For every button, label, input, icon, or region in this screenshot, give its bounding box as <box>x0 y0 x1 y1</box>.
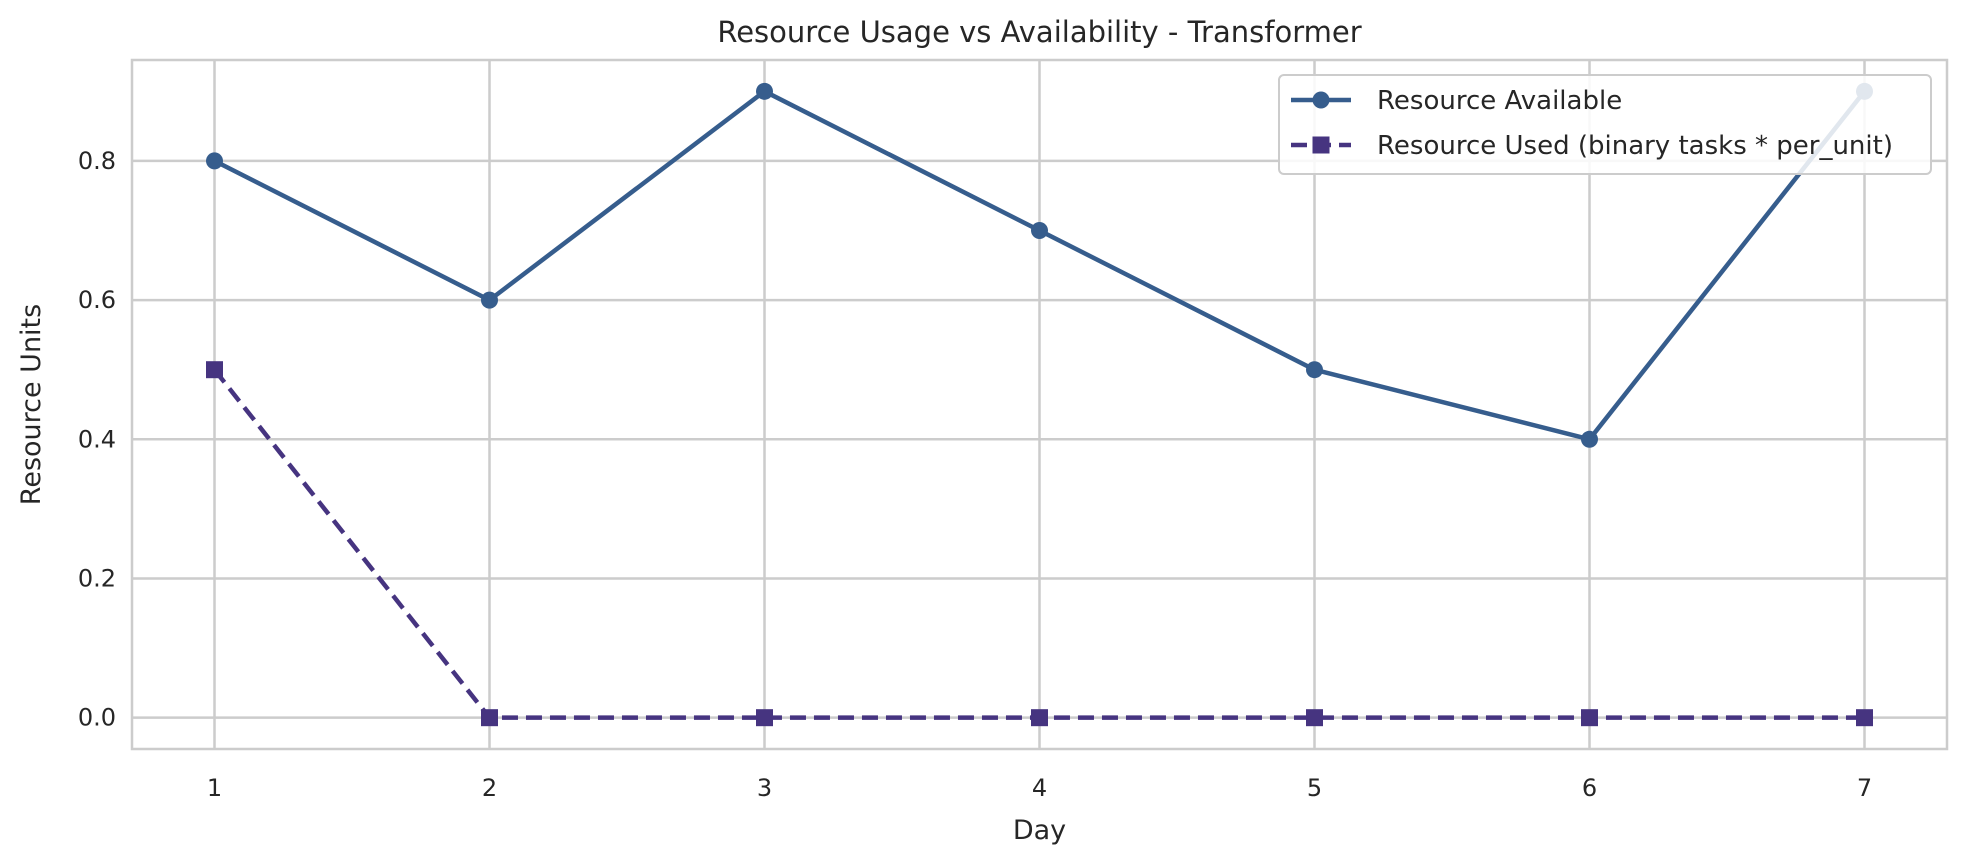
plot-frame <box>130 58 1949 751</box>
x-tick-label: 4 <box>1032 774 1047 802</box>
y-tick-label: 0.6 <box>78 286 116 314</box>
x-tick-label: 2 <box>482 774 497 802</box>
resource-used-point <box>1856 709 1873 727</box>
resource-used-point <box>481 709 498 727</box>
legend-label: Resource Used (binary tasks * per_unit) <box>1377 131 1893 161</box>
plot-area <box>206 82 1873 727</box>
resource-used-point <box>206 361 223 379</box>
resource-available-point <box>1031 222 1048 240</box>
legend-marker-square <box>1312 136 1330 154</box>
x-tick-label: 3 <box>757 774 772 802</box>
x-tick-label: 7 <box>1857 774 1872 802</box>
resource-used-point <box>1031 709 1048 727</box>
resource-used-point <box>756 709 773 727</box>
y-axis-title: Resource Units <box>16 304 47 505</box>
resource-available-point <box>206 152 223 170</box>
resource-available-point <box>756 82 773 100</box>
legend: Resource Available Resource Used (binary … <box>1278 74 1932 175</box>
resource-available-point <box>1581 430 1598 448</box>
y-tick-label: 0.4 <box>78 425 116 453</box>
x-axis-title: Day <box>1013 815 1066 846</box>
y-tick-label: 0.0 <box>78 704 116 732</box>
legend-label: Resource Available <box>1377 86 1622 116</box>
resource-used-point <box>1306 709 1323 727</box>
resource-available-point <box>481 291 498 309</box>
chart-title: Resource Usage vs Availability - Transfo… <box>717 15 1361 49</box>
legend-marker-circle <box>1312 91 1330 109</box>
resource-available-point <box>1306 361 1323 379</box>
x-tick-label: 6 <box>1582 774 1597 802</box>
legend-box <box>1278 74 1932 175</box>
tick-labels: 1 2 3 4 5 6 7 0.0 0.2 0.4 0.6 0.8 <box>78 147 1872 802</box>
resource-used-point <box>1581 709 1598 727</box>
x-tick-label: 5 <box>1307 774 1322 802</box>
y-tick-label: 0.8 <box>78 147 116 175</box>
x-tick-label: 1 <box>207 774 222 802</box>
y-tick-label: 0.2 <box>78 564 116 592</box>
